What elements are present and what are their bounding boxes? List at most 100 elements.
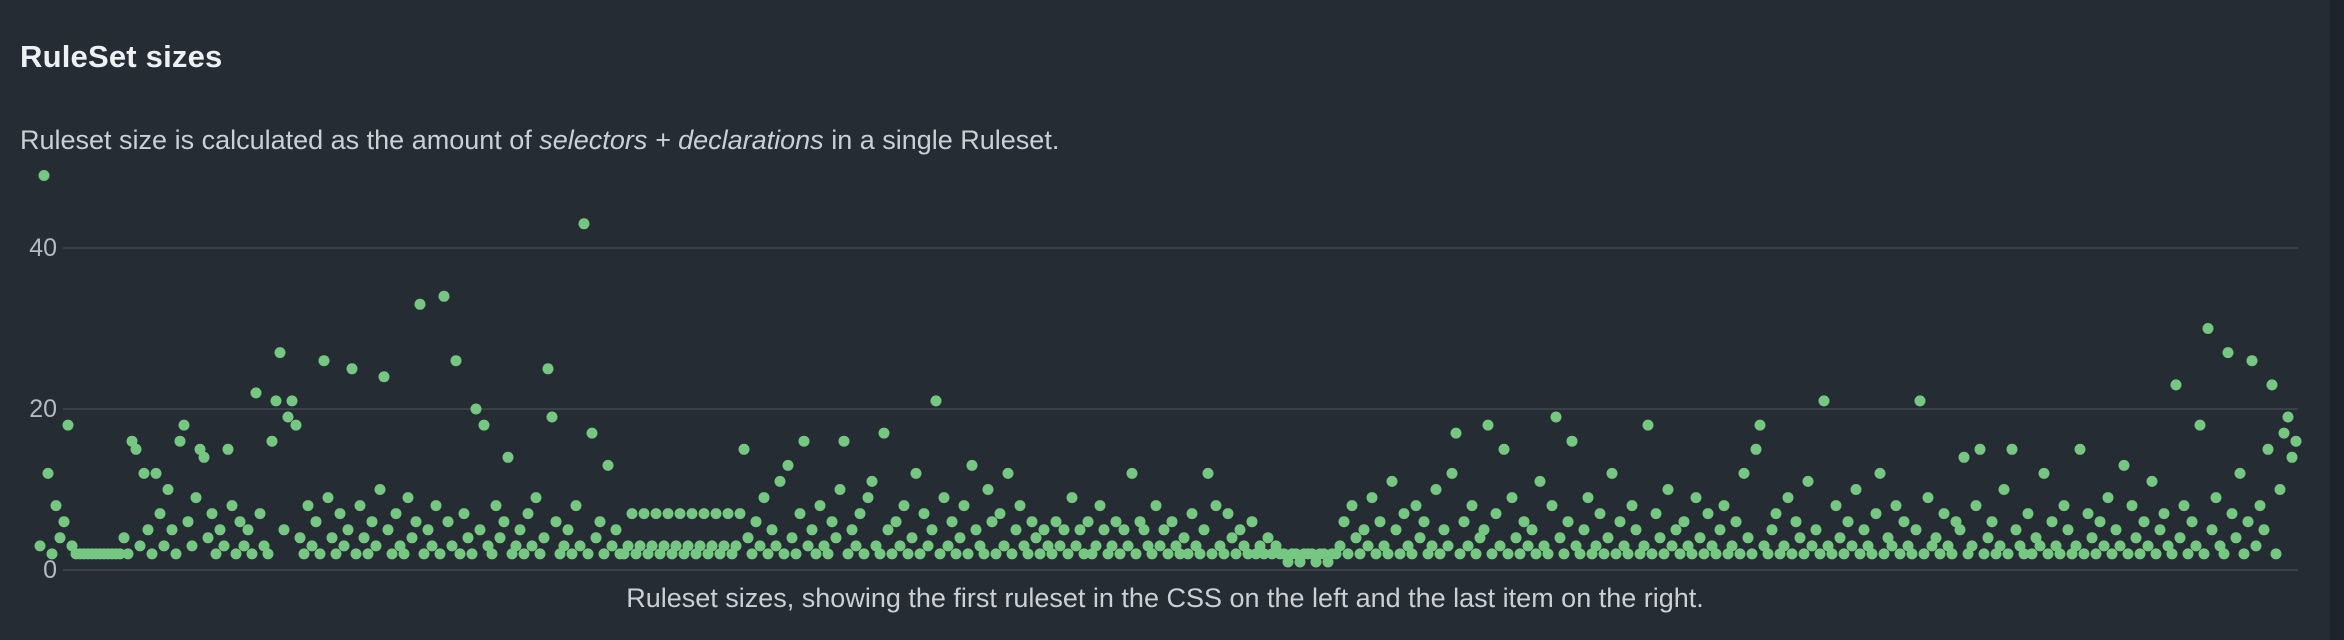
- data-point: [1026, 516, 1038, 528]
- data-point: [854, 508, 866, 520]
- data-point: [1454, 548, 1466, 560]
- data-point: [118, 532, 130, 544]
- data-point: [1958, 451, 1970, 463]
- data-point: [1350, 532, 1362, 544]
- data-point: [834, 484, 846, 495]
- data-point: [638, 508, 650, 520]
- data-point: [422, 524, 434, 536]
- data-point: [466, 548, 478, 560]
- data-point: [774, 475, 786, 487]
- data-point: [1662, 484, 1674, 495]
- data-point: [2146, 475, 2158, 487]
- data-point: [1718, 500, 1730, 512]
- data-point: [54, 532, 66, 544]
- data-point: [1714, 524, 1726, 536]
- data-point: [1490, 508, 1502, 520]
- data-point: [1062, 548, 1074, 560]
- data-point: [1222, 508, 1234, 520]
- data-point: [2274, 484, 2286, 495]
- data-point: [226, 500, 238, 512]
- data-point: [2082, 508, 2094, 520]
- data-point: [1058, 524, 1070, 536]
- data-point: [2046, 516, 2058, 528]
- data-point: [1666, 540, 1678, 552]
- data-point: [1582, 492, 1594, 504]
- data-point: [2254, 500, 2266, 512]
- data-point: [1114, 548, 1126, 560]
- data-point: [850, 540, 862, 552]
- data-point: [382, 524, 394, 536]
- data-point: [294, 532, 306, 544]
- data-point: [1342, 548, 1354, 560]
- data-point: [622, 540, 634, 552]
- data-point: [246, 548, 258, 560]
- data-point: [242, 524, 254, 536]
- data-point: [1834, 532, 1846, 544]
- data-point: [1458, 516, 1470, 528]
- data-point: [322, 492, 334, 504]
- data-point: [1246, 516, 1258, 528]
- data-point: [1974, 443, 1986, 455]
- data-point: [694, 540, 706, 552]
- data-point: [898, 500, 910, 512]
- data-point: [1994, 540, 2006, 552]
- data-point: [1850, 484, 1862, 495]
- data-point: [1630, 524, 1642, 536]
- data-point: [1818, 395, 1830, 407]
- data-point: [626, 508, 638, 520]
- data-point: [1790, 516, 1802, 528]
- data-point: [2022, 508, 2034, 520]
- data-point: [1426, 540, 1438, 552]
- data-point: [750, 516, 762, 528]
- data-point: [514, 524, 526, 536]
- data-point: [1070, 540, 1082, 552]
- data-point: [1734, 548, 1746, 560]
- data-point: [1334, 540, 1346, 552]
- data-point: [174, 435, 186, 447]
- data-point: [1602, 532, 1614, 544]
- data-point: [1130, 548, 1142, 560]
- data-point: [814, 500, 826, 512]
- data-point: [2222, 347, 2234, 359]
- data-point: [842, 548, 854, 560]
- data-point: [706, 540, 718, 552]
- data-point: [586, 427, 598, 439]
- data-point: [178, 419, 190, 431]
- data-point: [1418, 516, 1430, 528]
- data-point: [458, 508, 470, 520]
- data-point: [1146, 548, 1158, 560]
- data-point: [758, 492, 770, 504]
- data-point: [2058, 500, 2070, 512]
- data-point: [866, 475, 878, 487]
- data-point: [1398, 508, 1410, 520]
- data-point: [1578, 524, 1590, 536]
- data-point: [990, 548, 1002, 560]
- data-point: [922, 540, 934, 552]
- data-point: [734, 508, 746, 520]
- data-point: [2042, 548, 2054, 560]
- data-point: [590, 532, 602, 544]
- data-point: [526, 540, 538, 552]
- data-point: [462, 532, 474, 544]
- data-point: [1510, 532, 1522, 544]
- data-point: [266, 435, 278, 447]
- data-point: [970, 524, 982, 536]
- data-point: [1678, 516, 1690, 528]
- data-point: [806, 524, 818, 536]
- data-point: [1694, 532, 1706, 544]
- data-point: [746, 548, 758, 560]
- data-point: [762, 548, 774, 560]
- data-point: [2198, 548, 2210, 560]
- data-point: [454, 548, 466, 560]
- data-point: [314, 548, 326, 560]
- data-point: [278, 524, 290, 536]
- data-point: [2266, 379, 2278, 391]
- data-point: [1390, 524, 1402, 536]
- data-point: [2114, 540, 2126, 552]
- data-point: [926, 524, 938, 536]
- data-point: [2158, 508, 2170, 520]
- data-point: [1262, 532, 1274, 544]
- data-point: [1954, 524, 1966, 536]
- data-point: [1514, 548, 1526, 560]
- y-axis-tick-40: 40: [29, 234, 57, 262]
